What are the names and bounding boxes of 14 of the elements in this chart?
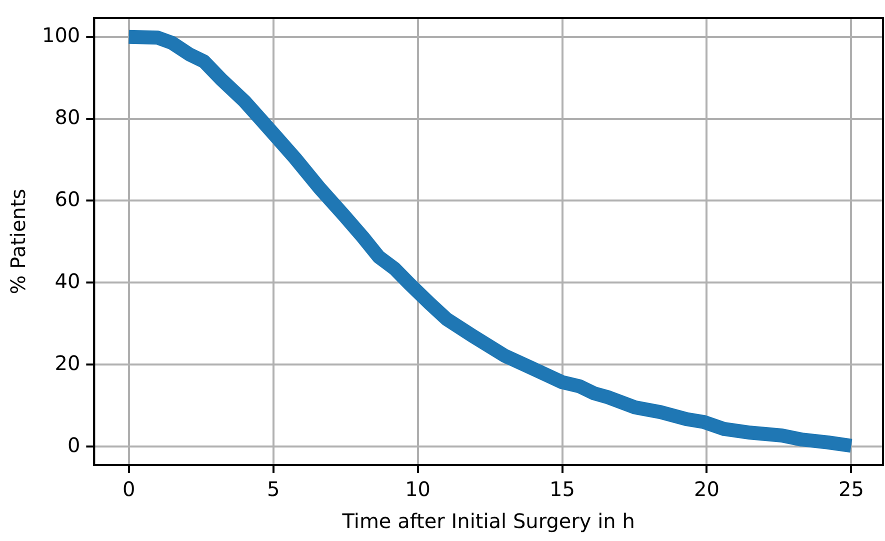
x-tick-label: 15: [550, 477, 575, 502]
x-tick-label: 20: [694, 477, 720, 502]
y-tick-label: 60: [54, 186, 80, 211]
y-tick-label: 40: [54, 268, 80, 293]
x-tick-label: 5: [266, 477, 280, 502]
x-tick-label: 25: [838, 477, 864, 502]
x-tick-label: 0: [122, 477, 136, 502]
y-tick-label: 80: [54, 104, 80, 129]
y-axis-title: % Patients: [6, 188, 30, 294]
y-tick-label: 0: [67, 432, 80, 457]
y-tick-label: 20: [54, 350, 80, 375]
y-tick-label: 100: [42, 23, 80, 48]
x-tick-label: 10: [405, 477, 431, 502]
x-axis-title: Time after Initial Surgery in h: [341, 509, 635, 534]
